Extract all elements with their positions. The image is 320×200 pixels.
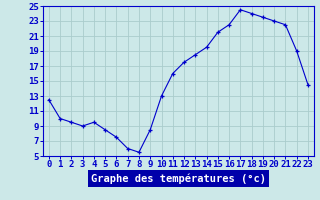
X-axis label: Graphe des températures (°c): Graphe des températures (°c) [91,173,266,184]
